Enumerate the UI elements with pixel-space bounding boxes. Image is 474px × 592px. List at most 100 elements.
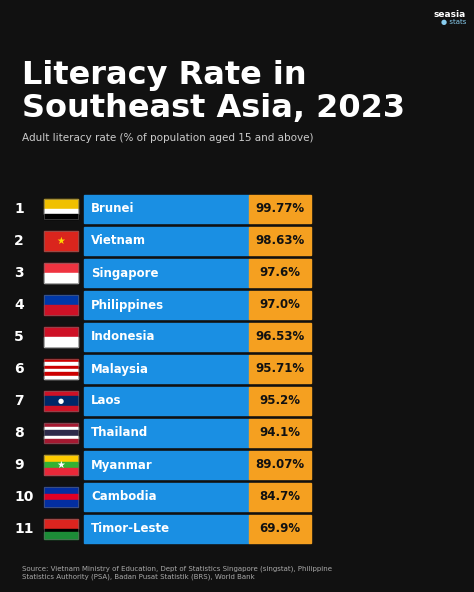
Bar (44, 305, 78, 315)
Text: 9: 9 (14, 458, 24, 472)
Text: 2: 2 (14, 234, 24, 248)
Text: ★: ★ (56, 460, 65, 470)
Bar (249, 291, 311, 319)
Bar (44, 295, 78, 315)
Text: 4: 4 (14, 298, 24, 312)
Bar (44, 436, 78, 439)
Text: ●: ● (58, 398, 64, 404)
Bar (44, 231, 78, 251)
Bar (84, 291, 249, 319)
Bar (44, 337, 78, 347)
Text: 1: 1 (14, 202, 24, 216)
Bar (44, 455, 78, 475)
Text: 89.07%: 89.07% (255, 458, 305, 471)
Bar (44, 295, 78, 305)
Text: Vietnam: Vietnam (91, 234, 146, 247)
Text: 6: 6 (14, 362, 24, 376)
Text: Source: Vietnam Ministry of Education, Dept of Statistics Singapore (singstat), : Source: Vietnam Ministry of Education, D… (22, 565, 332, 580)
Bar (44, 519, 78, 529)
Bar (44, 209, 78, 214)
Text: 7: 7 (14, 394, 24, 408)
Text: Malaysia: Malaysia (91, 362, 149, 375)
Bar (44, 430, 78, 436)
Bar (249, 259, 311, 287)
Bar (84, 259, 249, 287)
Bar (44, 462, 78, 468)
Text: 8: 8 (14, 426, 24, 440)
Bar (44, 327, 78, 347)
Text: Indonesia: Indonesia (91, 330, 155, 343)
Text: 96.53%: 96.53% (255, 330, 305, 343)
Bar (44, 372, 78, 376)
Bar (249, 451, 311, 479)
Bar (84, 387, 249, 415)
Bar (44, 391, 78, 411)
Bar (44, 359, 78, 362)
Bar (84, 451, 249, 479)
Bar (44, 369, 78, 372)
Bar (44, 199, 78, 209)
Text: seasia: seasia (434, 10, 466, 19)
Text: 97.6%: 97.6% (259, 266, 301, 279)
Text: 98.63%: 98.63% (255, 234, 305, 247)
Bar (84, 419, 249, 447)
Bar (249, 387, 311, 415)
Bar (44, 468, 78, 475)
Bar (84, 227, 249, 255)
Text: ★: ★ (56, 236, 65, 246)
Bar (44, 532, 78, 539)
Text: Brunei: Brunei (91, 202, 135, 215)
Bar (249, 323, 311, 351)
Bar (44, 439, 78, 443)
Text: Adult literacy rate (% of population aged 15 and above): Adult literacy rate (% of population age… (22, 133, 313, 143)
Bar (44, 391, 78, 396)
Bar (44, 366, 78, 369)
Text: 69.9%: 69.9% (259, 523, 301, 536)
Text: 95.71%: 95.71% (255, 362, 305, 375)
Bar (44, 263, 78, 283)
Text: Singapore: Singapore (91, 266, 158, 279)
Bar (44, 529, 78, 532)
Text: 94.1%: 94.1% (259, 426, 301, 439)
Text: Cambodia: Cambodia (91, 491, 156, 504)
Text: 3: 3 (14, 266, 24, 280)
Text: 84.7%: 84.7% (259, 491, 301, 504)
Text: ● stats: ● stats (441, 19, 466, 25)
Bar (44, 487, 78, 507)
Bar (249, 195, 311, 223)
Bar (44, 455, 78, 462)
Bar (84, 515, 249, 543)
Text: Philippines: Philippines (91, 298, 164, 311)
Bar (44, 423, 78, 443)
Bar (84, 195, 249, 223)
Text: 11: 11 (14, 522, 34, 536)
Text: 97.0%: 97.0% (260, 298, 301, 311)
Bar (44, 500, 78, 507)
Bar (44, 427, 78, 430)
Bar (44, 423, 78, 427)
Bar (249, 419, 311, 447)
Text: Southeast Asia, 2023: Southeast Asia, 2023 (22, 93, 405, 124)
Bar (84, 355, 249, 383)
Text: 95.2%: 95.2% (259, 394, 301, 407)
Bar (84, 483, 249, 511)
Text: Thailand: Thailand (91, 426, 148, 439)
Bar (44, 406, 78, 411)
Bar (44, 362, 78, 366)
Bar (44, 327, 78, 337)
Text: 10: 10 (14, 490, 33, 504)
Bar (84, 323, 249, 351)
Bar (44, 494, 78, 500)
Bar (249, 227, 311, 255)
Bar (249, 355, 311, 383)
Bar (249, 515, 311, 543)
Text: Timor-Leste: Timor-Leste (91, 523, 170, 536)
Bar (44, 376, 78, 379)
Text: Myanmar: Myanmar (91, 458, 153, 471)
Text: Laos: Laos (91, 394, 121, 407)
Bar (44, 231, 78, 251)
Text: 99.77%: 99.77% (255, 202, 305, 215)
Bar (44, 519, 78, 539)
Text: Literacy Rate in: Literacy Rate in (22, 60, 307, 91)
Bar (44, 263, 78, 273)
